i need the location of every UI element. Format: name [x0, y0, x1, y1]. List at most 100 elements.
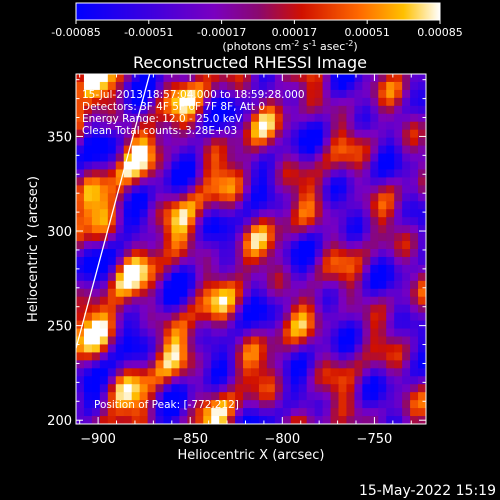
heatmap-cell: [91, 392, 101, 401]
heatmap-cell: [354, 352, 363, 361]
heatmap-cell: [410, 280, 419, 290]
heatmap-cell: [410, 416, 419, 424]
heatmap-cell: [410, 169, 419, 178]
heatmap-cell: [314, 288, 324, 298]
heatmap-cell: [338, 169, 348, 178]
heatmap-cell: [115, 193, 125, 202]
heatmap-cell: [394, 105, 403, 115]
heatmap-cell: [91, 129, 101, 139]
heatmap-cell: [219, 185, 228, 194]
heatmap-cell: [76, 360, 85, 369]
heatmap-cell: [378, 304, 387, 314]
heatmap-cell: [274, 74, 284, 83]
heatmap-cell: [370, 264, 379, 274]
heatmap-cell: [290, 400, 300, 409]
heatmap-cell: [338, 320, 348, 330]
heatmap-cell: [107, 233, 117, 242]
heatmap-cell: [227, 145, 236, 155]
heatmap-cell: [362, 328, 371, 338]
heatmap-cell: [83, 169, 93, 178]
heatmap-cell: [115, 296, 125, 306]
heatmap-cell: [258, 392, 268, 401]
heatmap-cell: [235, 392, 244, 401]
heatmap-cell: [139, 129, 149, 139]
heatmap-cell: [139, 368, 149, 377]
heatmap-cell: [235, 352, 244, 361]
heatmap-cell: [76, 376, 85, 385]
heatmap-cell: [139, 296, 149, 306]
heatmap-cell: [235, 145, 244, 155]
heatmap-cell: [330, 153, 340, 163]
heatmap-cell: [76, 352, 85, 361]
heatmap-cell: [211, 233, 220, 242]
heatmap-cell: [306, 328, 316, 338]
heatmap-cell: [251, 209, 260, 218]
heatmap-cell: [171, 249, 180, 258]
heatmap-cell: [282, 201, 292, 210]
heatmap-cell: [370, 169, 379, 178]
heatmap-cell: [219, 376, 228, 385]
heatmap-cell: [107, 169, 117, 178]
heatmap-cell: [354, 233, 363, 242]
heatmap-cell: [410, 304, 419, 314]
heatmap-cell: [203, 74, 212, 83]
heatmap-cell: [274, 217, 284, 226]
y-tick-label: 350: [47, 130, 72, 145]
heatmap-cell: [91, 408, 101, 417]
heatmap-cell: [354, 97, 363, 107]
heatmap-cell: [243, 177, 252, 186]
heatmap-cell: [354, 241, 363, 250]
heatmap-cell: [123, 241, 133, 250]
heatmap-cell: [179, 169, 188, 178]
heatmap-cell: [306, 416, 316, 424]
heatmap-cell: [243, 185, 252, 194]
heatmap-cell: [147, 264, 157, 274]
heatmap-cell: [282, 161, 292, 171]
heatmap-cell: [346, 217, 355, 226]
heatmap-cell: [354, 392, 363, 401]
heatmap-cell: [203, 288, 212, 298]
heatmap-cell: [131, 241, 141, 250]
heatmap-cell: [394, 89, 403, 99]
heatmap-cell: [163, 201, 173, 210]
heatmap-cell: [171, 185, 180, 194]
heatmap-cell: [394, 360, 403, 369]
heatmap-cell: [290, 74, 300, 83]
heatmap-cell: [402, 217, 411, 226]
heatmap-cell: [243, 209, 252, 218]
heatmap-cell: [314, 113, 324, 123]
heatmap-cell: [378, 137, 387, 147]
heatmap-cell: [306, 312, 316, 322]
heatmap-cell: [258, 74, 268, 83]
heatmap-cell: [91, 296, 101, 306]
heatmap-cell: [354, 320, 363, 330]
heatmap-cell: [418, 185, 426, 194]
heatmap-cell: [83, 217, 93, 226]
heatmap-cell: [83, 177, 93, 186]
heatmap-cell: [179, 201, 188, 210]
heatmap-cell: [115, 408, 125, 417]
heatmap-cell: [346, 352, 355, 361]
heatmap-cell: [274, 145, 284, 155]
heatmap-cell: [195, 416, 204, 424]
heatmap-cell: [298, 336, 308, 346]
heatmap-cell: [243, 129, 252, 139]
heatmap-cell: [354, 416, 363, 424]
heatmap-cell: [402, 312, 411, 322]
plot-frame: [75, 73, 427, 425]
heatmap-cell: [219, 368, 228, 377]
heatmap-cell: [354, 153, 363, 163]
heatmap-cell: [394, 312, 403, 322]
heatmap-cell: [290, 89, 300, 99]
heatmap-cell: [290, 304, 300, 314]
heatmap-cell: [203, 97, 212, 107]
heatmap-cell: [219, 81, 228, 91]
heatmap-cell: [187, 312, 196, 322]
heatmap-cell: [298, 113, 308, 123]
heatmap-cell: [91, 352, 101, 361]
heatmap-cell: [91, 113, 101, 123]
heatmap-cell: [402, 169, 411, 178]
heatmap-cell: [219, 209, 228, 218]
heatmap-cell: [394, 384, 403, 393]
heatmap-cell: [354, 296, 363, 306]
